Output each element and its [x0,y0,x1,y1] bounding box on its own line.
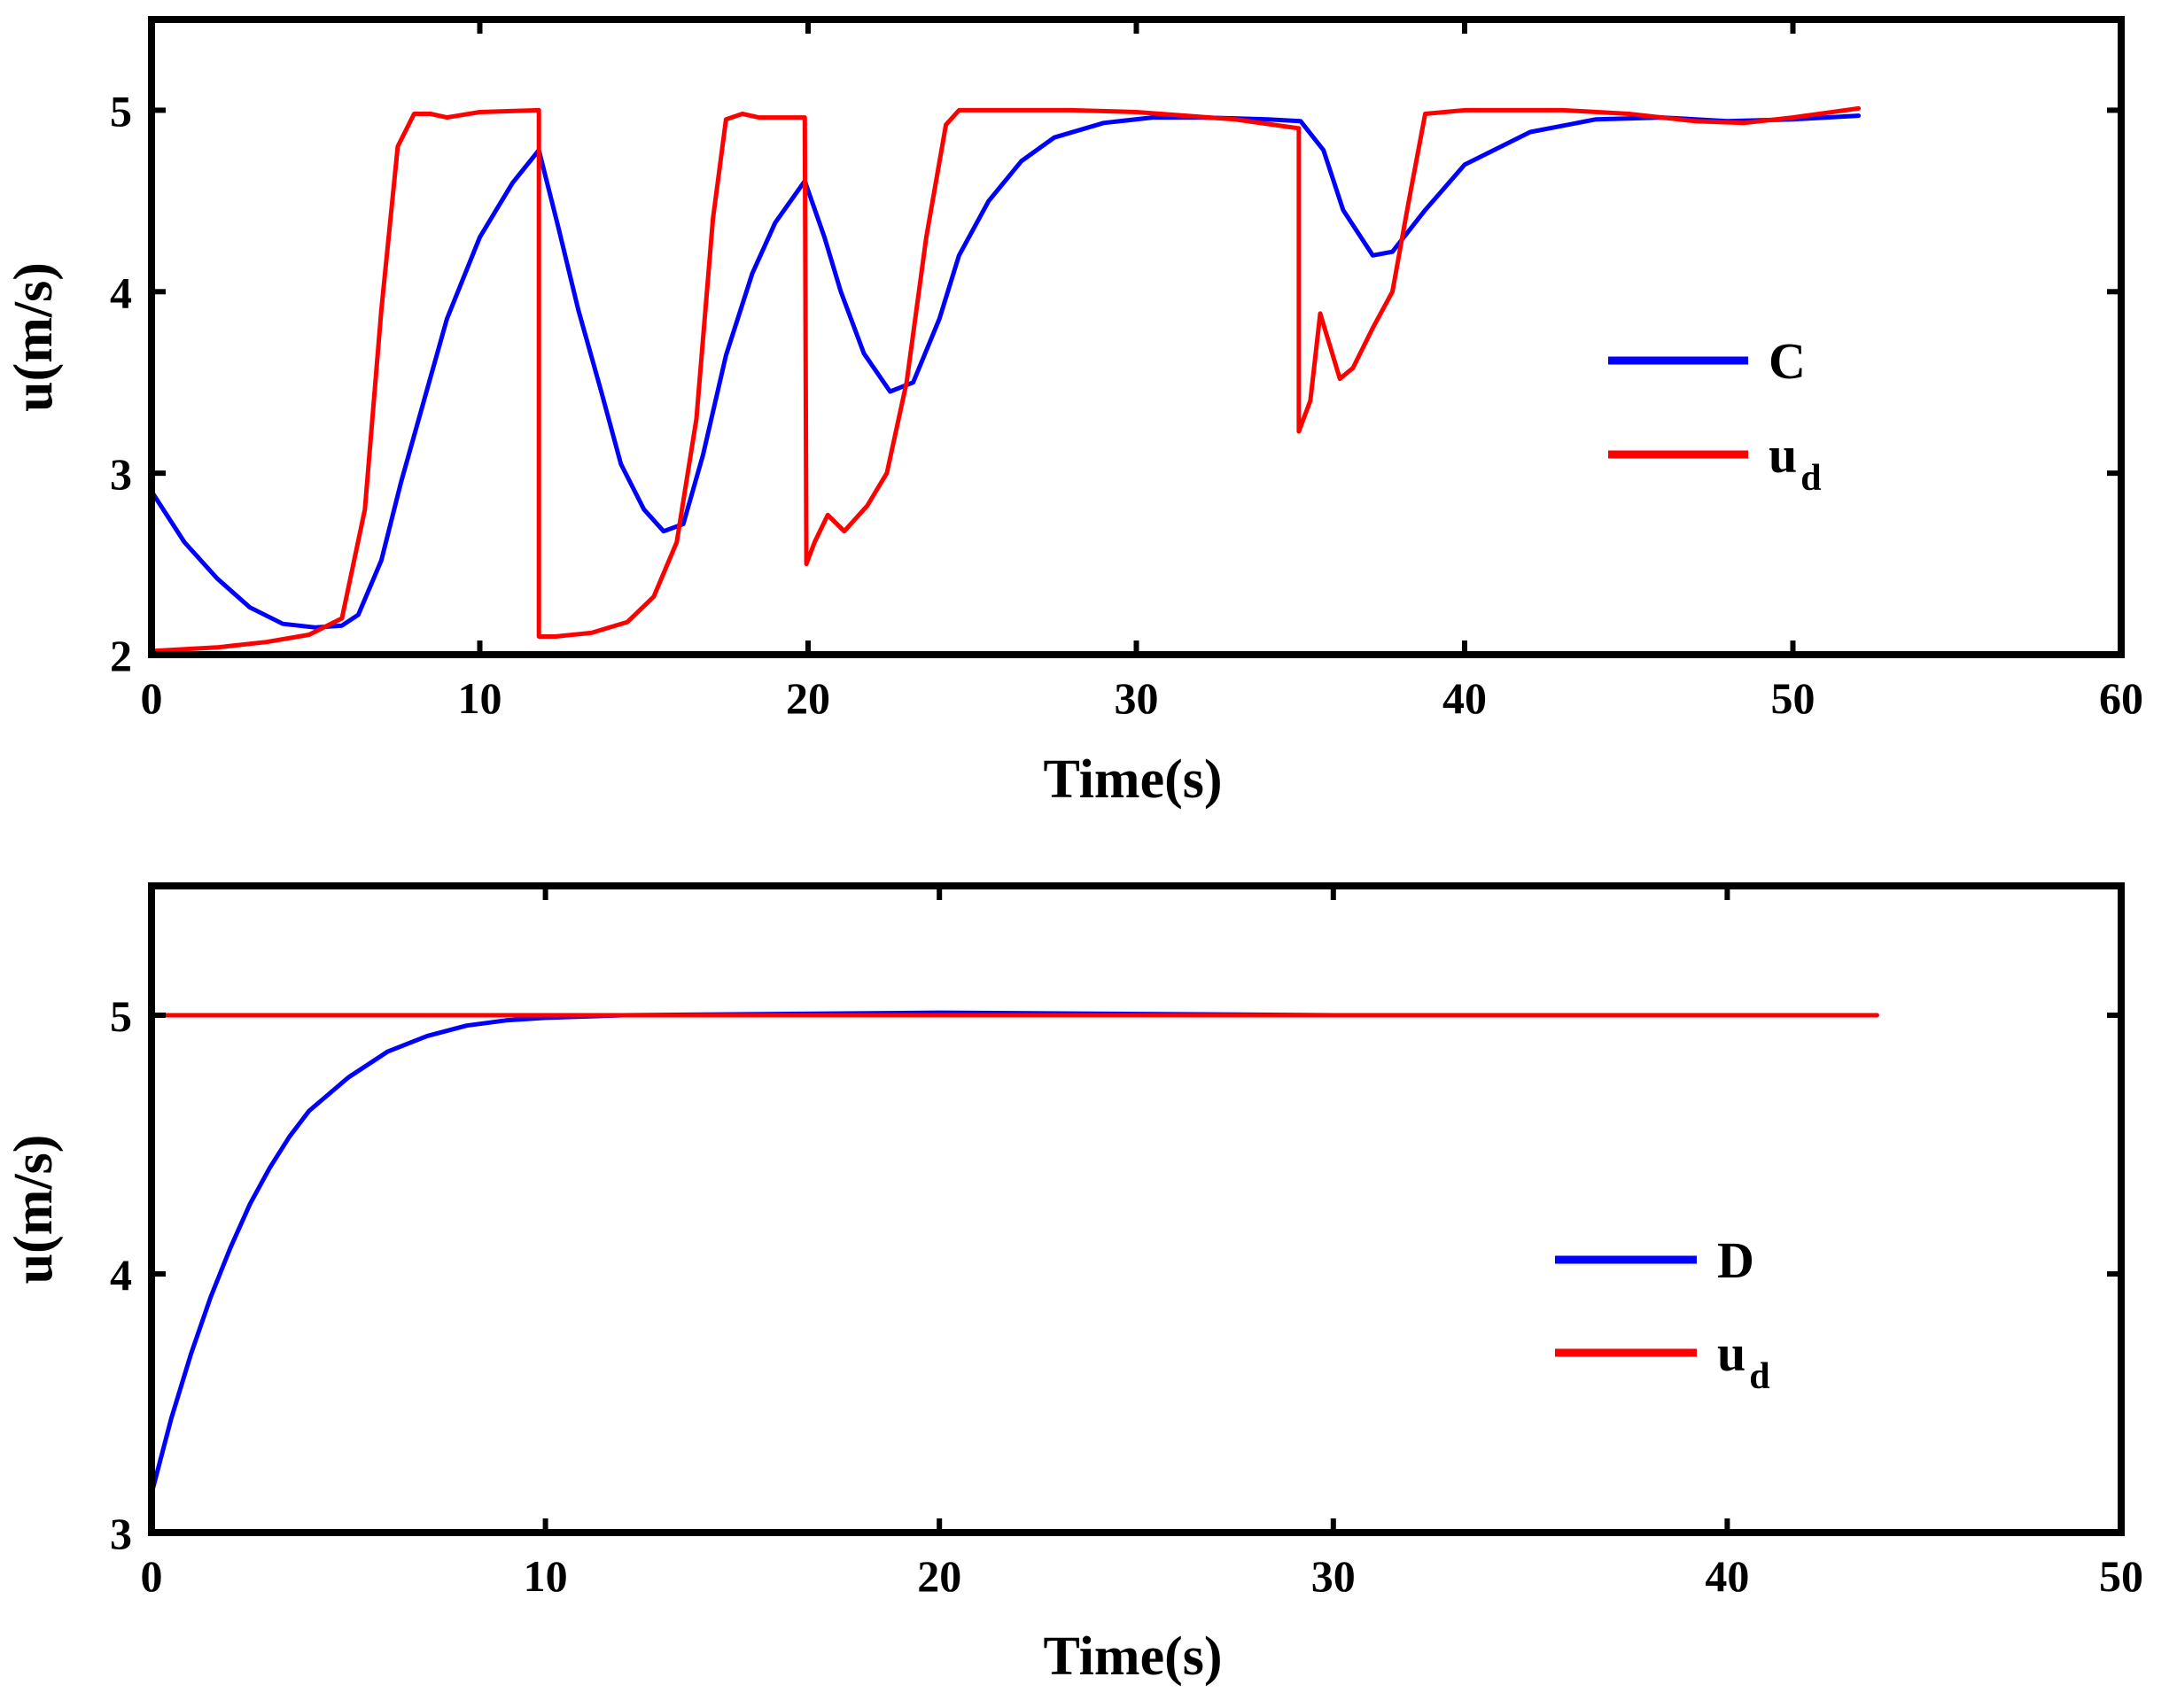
y-axis-title: u(m/s) [4,1135,64,1285]
y-tick-label: 5 [110,991,132,1041]
y-tick-label: 3 [110,449,132,499]
x-tick-label: 50 [1771,673,1815,723]
x-tick-label: 30 [1311,1551,1356,1601]
y-tick-label: 4 [110,268,132,317]
series-line-u-d [149,105,1862,654]
x-tick-label: 30 [1115,673,1159,723]
chart-2: 0 10 20 30 40 50 3 4 5 Time(s) u(m/s) Dud [4,882,2143,1687]
legend-label-c: C [1769,332,1806,390]
y-tick-label: 5 [110,86,132,136]
plot-area [152,886,2121,1533]
x-tick-label: 10 [524,1551,568,1601]
y-axis-title: u(m/s) [4,262,64,412]
x-tick-label: 20 [917,1551,961,1601]
y-tick-label: 2 [110,631,132,680]
ticks: 0 10 20 30 40 50 60 2 3 4 5 [110,19,2143,723]
legend-label-main: u [1717,1324,1745,1382]
x-axis-title: Time(s) [1043,1626,1222,1687]
legend: Dud [1555,1231,1770,1397]
legend-label-u-d: ud [1769,426,1822,499]
legend: Cud [1608,332,1822,499]
series-line-c [149,113,1862,630]
legend-label-main: u [1769,426,1797,484]
x-tick-label: 0 [141,673,163,723]
plot-area [152,19,2121,655]
x-tick-label: 60 [2099,673,2143,723]
x-tick-label: 10 [458,673,502,723]
series-group [149,105,1862,654]
plot-frame [148,882,2125,1536]
x-axis-title: Time(s) [1043,749,1222,810]
y-tick-label: 3 [110,1509,132,1558]
legend-label-subscript: d [1749,1356,1769,1397]
x-tick-label: 50 [2099,1551,2143,1601]
x-tick-label: 40 [1705,1551,1749,1601]
series-group [149,1010,1879,1496]
x-tick-label: 40 [1442,673,1487,723]
legend-label-main: C [1769,332,1806,390]
legend-label-d: D [1717,1231,1754,1289]
plot-frame [148,16,2125,658]
x-tick-label: 20 [786,673,830,723]
y-tick-label: 4 [110,1250,132,1300]
legend-label-u-d: ud [1717,1324,1770,1397]
x-tick-label: 0 [141,1551,163,1601]
legend-label-subscript: d [1800,458,1821,499]
chart-1: 0 10 20 30 40 50 60 2 3 4 5 Time(s) u(m/s) Cud [4,16,2143,810]
legend-label-main: D [1717,1231,1754,1289]
